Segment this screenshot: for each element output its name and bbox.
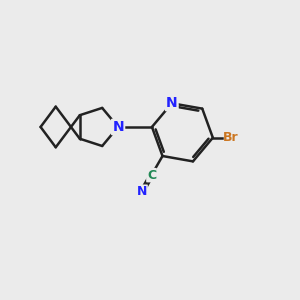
- Text: N: N: [166, 96, 178, 110]
- Text: Br: Br: [223, 131, 239, 144]
- Text: N: N: [112, 120, 124, 134]
- Text: C: C: [147, 169, 156, 182]
- Text: N: N: [137, 185, 147, 198]
